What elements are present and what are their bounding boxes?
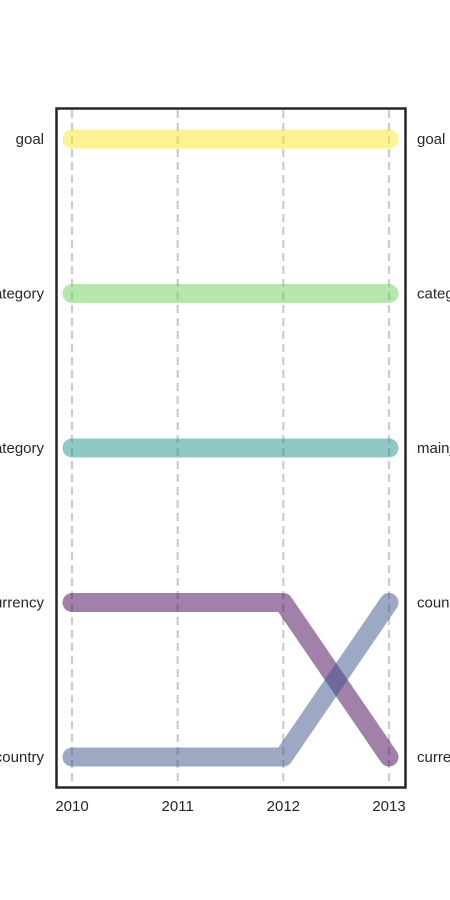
left-rank-labels: goal category main_category currency country [0, 131, 44, 766]
right-rank-label: category [417, 286, 450, 303]
plot-frame [55, 107, 407, 789]
left-rank-label: category [0, 286, 44, 303]
left-rank-label: main_category [0, 440, 44, 457]
right-rank-label: currency [417, 749, 450, 766]
right-rank-label: main_category [417, 440, 450, 457]
left-rank-label: currency [0, 595, 44, 612]
right-rank-label: goal [417, 131, 445, 148]
x-tick-labels: 2010 2011 2012 2013 [55, 798, 405, 815]
x-tick-label: 2011 [162, 798, 194, 815]
series-lines [62, 129, 399, 767]
x-tick-label: 2012 [267, 798, 300, 815]
right-rank-label: country [417, 595, 450, 612]
right-rank-labels: goal category main_categorycountry currency [417, 131, 450, 766]
series-line-country [62, 593, 399, 767]
x-tick-label: 2010 [55, 798, 88, 815]
left-rank-label: goal [16, 131, 44, 148]
left-rank-label: country [0, 749, 44, 766]
x-tick-label: 2013 [372, 798, 405, 815]
